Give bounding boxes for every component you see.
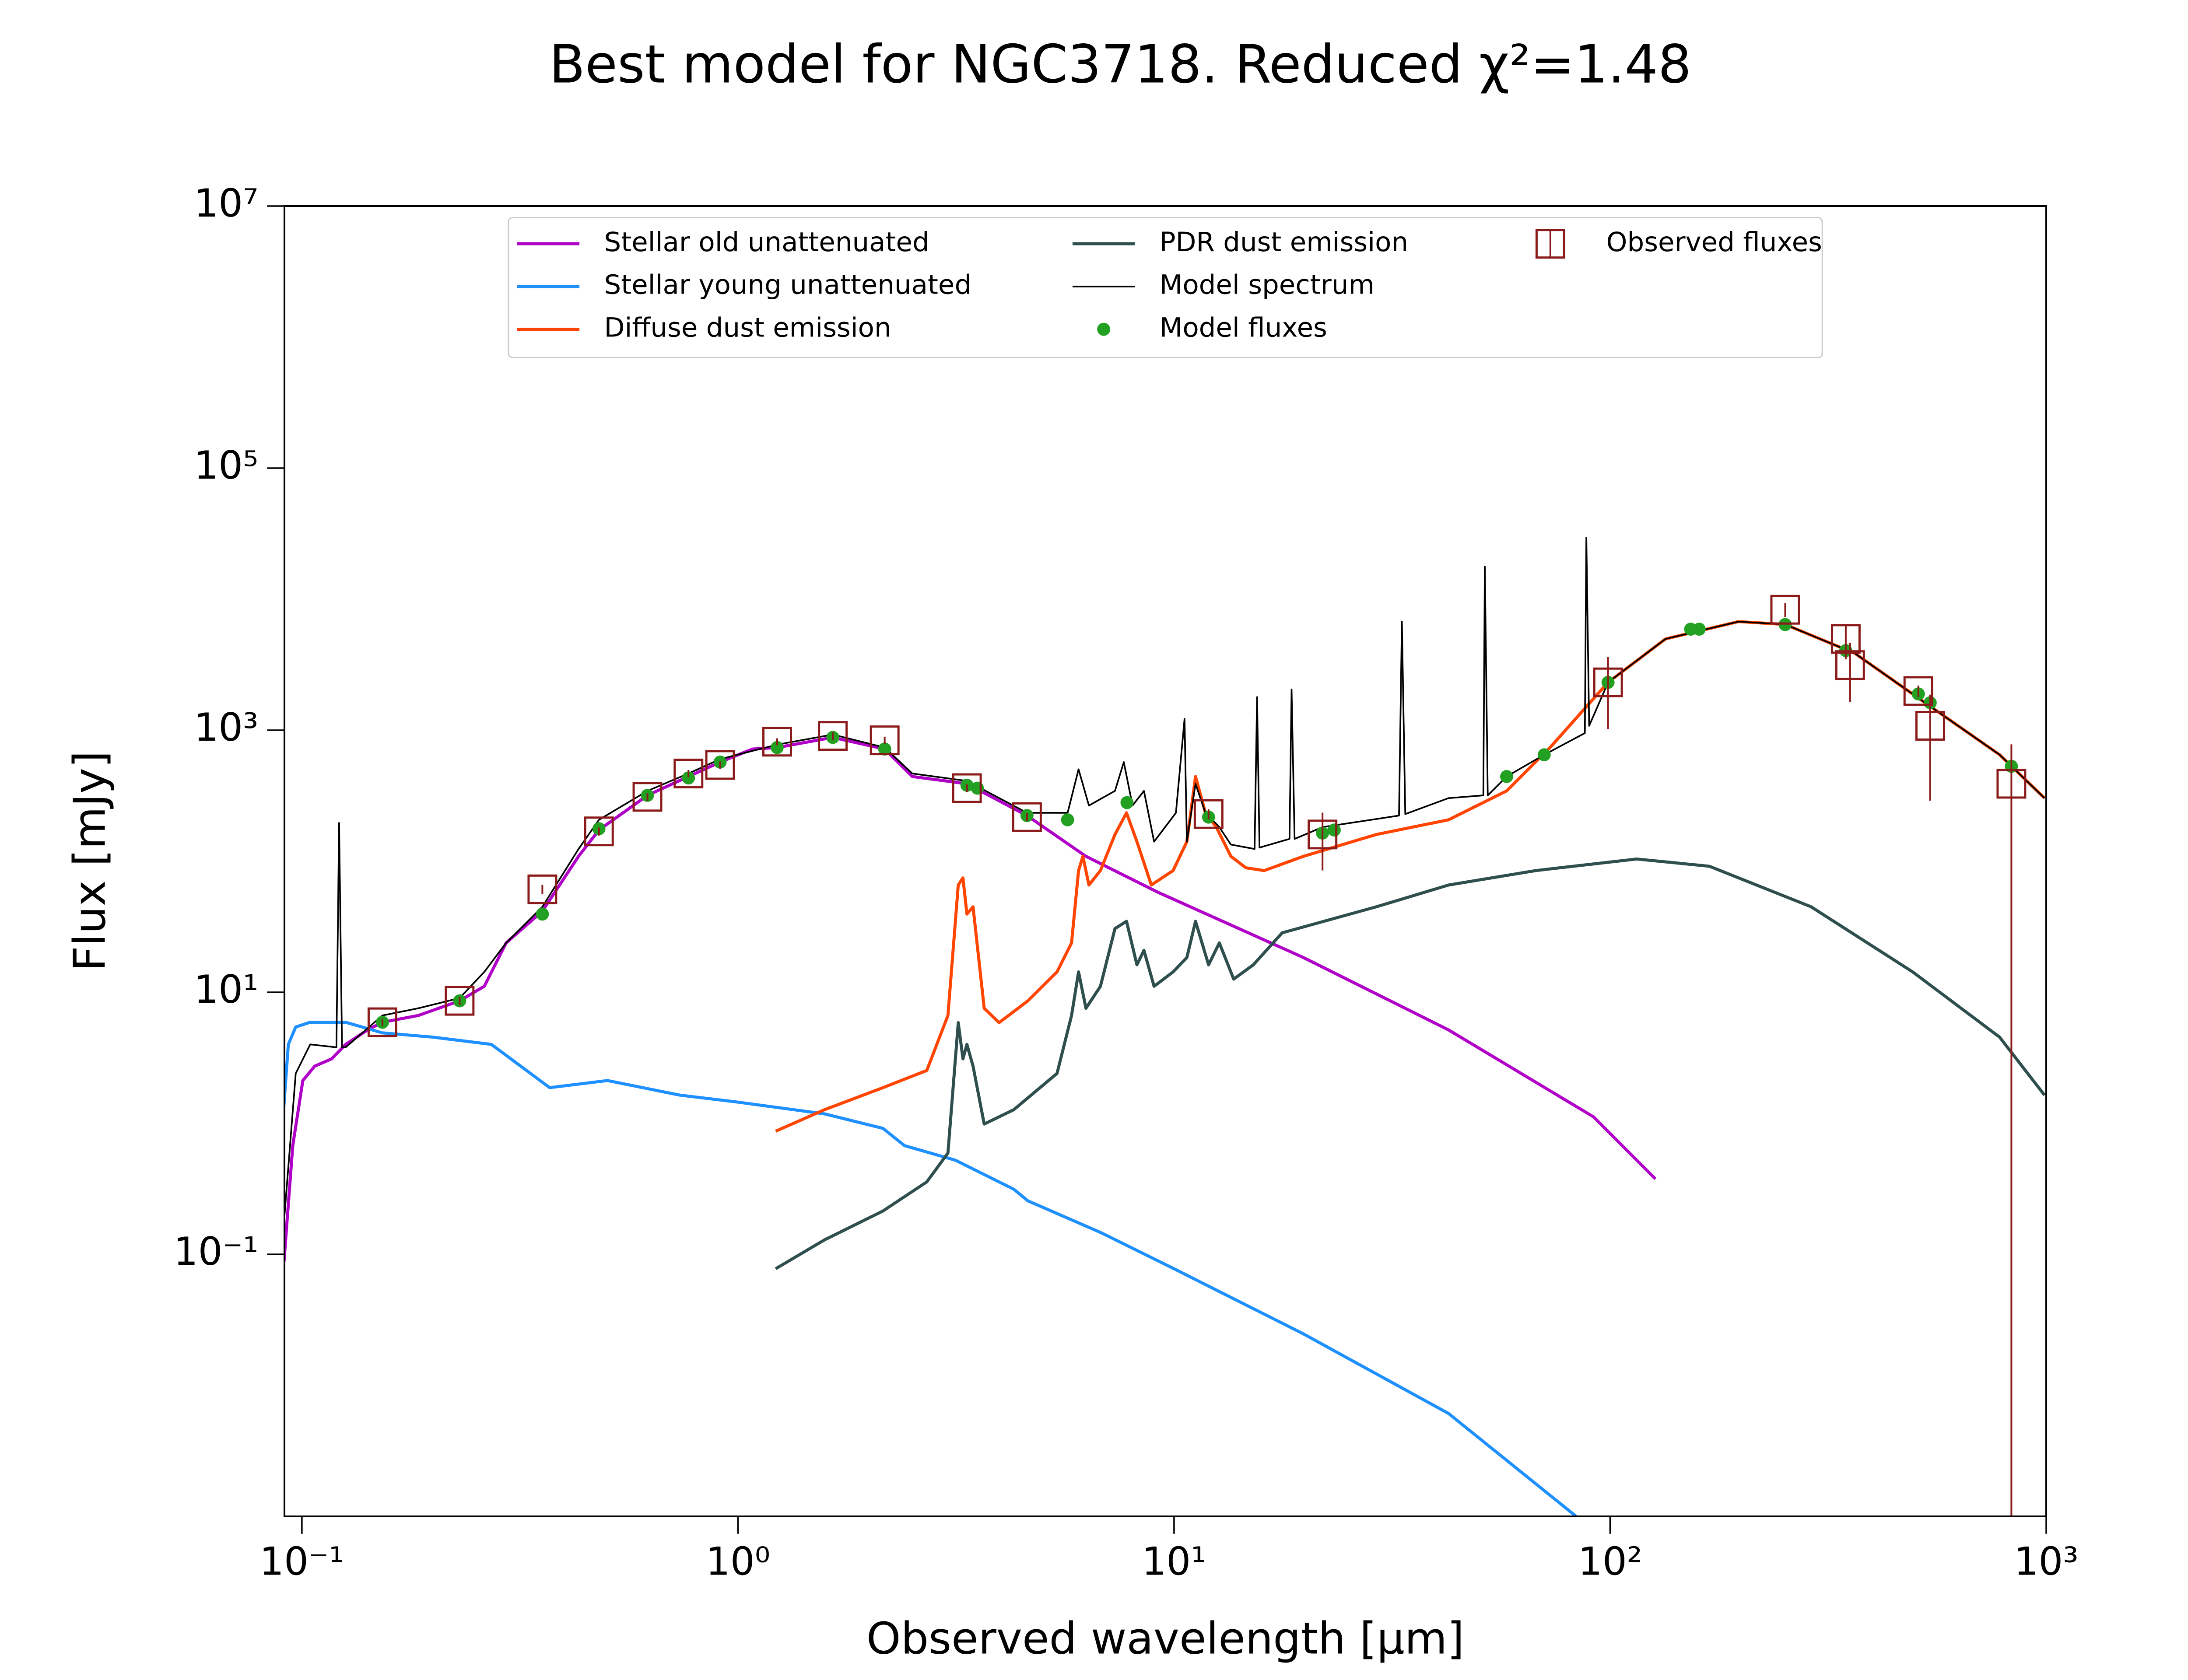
legend-box	[508, 217, 1823, 358]
observed-flux-marker	[870, 725, 900, 756]
observed-flux-marker	[705, 750, 735, 780]
series-line	[775, 620, 2046, 1133]
x-tick-label: 10⁻¹	[259, 1539, 344, 1584]
model-flux-point	[1120, 796, 1134, 809]
series-line	[284, 536, 2045, 1227]
model-flux-point	[1061, 813, 1074, 826]
x-axis-label: Observed wavelength [μm]	[866, 1613, 1464, 1664]
observed-flux-marker	[1830, 624, 1861, 654]
observed-flux-marker	[818, 721, 848, 751]
x-tick-label: 10¹	[1142, 1539, 1206, 1584]
observed-flux-marker	[1835, 650, 1865, 680]
observed-flux-marker	[1193, 799, 1224, 829]
observed-flux-marker	[1308, 819, 1338, 850]
legend: Stellar old unattenuated Stellar young un…	[508, 217, 1823, 358]
plot-area	[284, 536, 2046, 1516]
axes-frame	[284, 205, 2047, 1517]
y-tick-label: 10⁻¹	[174, 1229, 259, 1274]
y-tick-label: 10¹	[194, 967, 258, 1012]
series-line	[775, 857, 2046, 1270]
legend-handle	[1097, 322, 1111, 336]
model-flux-point	[1537, 748, 1551, 762]
observed-flux-marker	[584, 816, 614, 847]
observed-flux-marker	[1770, 595, 1800, 625]
y-tick-label: 10⁷	[194, 181, 258, 226]
model-flux-point	[536, 907, 549, 921]
observed-flux-marker	[1593, 667, 1623, 697]
observed-flux-marker	[367, 1007, 397, 1037]
x-tick-label: 10⁰	[706, 1539, 770, 1584]
legend-label: Model fluxes	[1160, 312, 1327, 343]
y-tick-label: 10⁵	[194, 443, 258, 488]
model-flux-point	[971, 781, 984, 795]
model-flux-point	[878, 742, 891, 756]
observed-flux-marker	[445, 986, 475, 1016]
chart-title: Best model for NGC3718. Reduced χ²=1.48	[549, 35, 1691, 95]
observed-flux-marker	[1915, 711, 1945, 741]
x-tick-label: 10²	[1578, 1539, 1642, 1584]
observed-flux-marker	[1012, 802, 1042, 832]
legend-label: Model spectrum	[1160, 270, 1375, 301]
y-axis-label: Flux [mJy]	[64, 751, 115, 971]
legend-label: Observed fluxes	[1606, 227, 1822, 258]
model-flux-point	[682, 771, 695, 785]
model-flux-point	[1692, 623, 1706, 636]
legend-handle	[1535, 229, 1565, 259]
ticks: 10⁻¹ 10⁰ 10¹ 10² 10³ 10⁻¹ 10¹ 10³ 10⁵ 10⁷	[174, 181, 2079, 1584]
observed-flux-marker	[952, 773, 982, 803]
model-flux-point	[1328, 823, 1341, 837]
series-line	[284, 1021, 1578, 1516]
observed-flux-marker	[762, 727, 792, 757]
legend-label: Diffuse dust emission	[604, 312, 891, 343]
observed-flux-marker	[527, 874, 558, 904]
legend-label: Stellar old unattenuated	[604, 227, 929, 258]
legend-label: Stellar young unattenuated	[604, 270, 971, 301]
y-tick-label: 10³	[194, 705, 258, 750]
observed-flux-marker	[1903, 676, 1933, 706]
legend-label: PDR dust emission	[1160, 227, 1408, 258]
series-line	[284, 736, 1657, 1262]
observed-flux-marker	[632, 782, 663, 812]
observed-flux-marker	[1996, 769, 2027, 799]
model-flux-point	[1500, 770, 1513, 783]
observed-flux-marker	[673, 759, 704, 789]
x-tick-label: 10³	[2014, 1539, 2078, 1584]
model-flux-point	[771, 741, 784, 754]
